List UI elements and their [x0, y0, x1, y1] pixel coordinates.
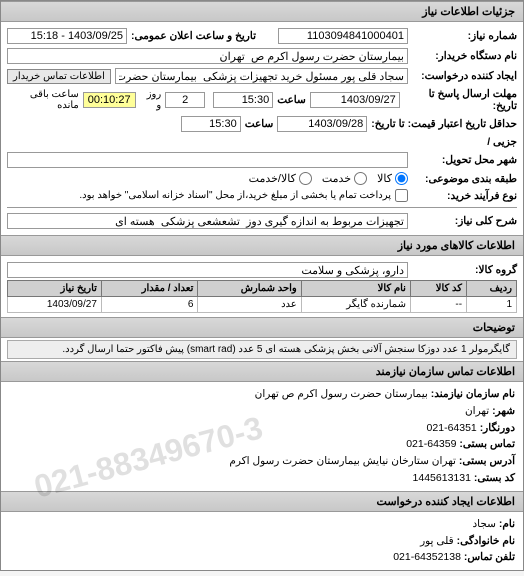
reply-deadline-date[interactable] [310, 92, 400, 108]
creator-section: نام: سجاد نام خانوادگی: قلی پور تلفن تما… [1, 512, 523, 570]
buy-process-check[interactable] [395, 189, 408, 202]
section-header-info: جزئیات اطلاعات نیاز [1, 1, 523, 22]
description-box: گایگرمولر 1 عدد دوزکا سنجش آلانی بخش پزش… [7, 340, 517, 359]
col-idx: ردیف [467, 281, 517, 297]
validity-time[interactable] [181, 116, 241, 132]
table-header-row: ردیف کد کالا نام کالا واحد شمارش تعداد /… [8, 281, 517, 297]
postal-value: 64359-021 [406, 438, 456, 450]
saat-label-2: ساعت [245, 118, 274, 130]
fax-label: دورنگار: [480, 422, 515, 434]
time-remaining: 00:10:27 [83, 92, 136, 108]
need-number-input[interactable] [278, 28, 408, 44]
postcode-value: 1445613131 [413, 472, 471, 484]
phone-value: 64352138-021 [393, 551, 461, 563]
radio-goods[interactable]: کالا [377, 172, 408, 185]
name-label: نام: [499, 518, 515, 530]
org-name-value: بیمارستان حضرت رسول اکرم ص تهران [255, 388, 428, 400]
lastname-label: نام خانوادگی: [457, 535, 515, 547]
creator-input[interactable] [115, 68, 408, 84]
radio-service[interactable]: خدمت [322, 172, 367, 185]
description-input[interactable] [7, 213, 408, 229]
remain-text: ساعت باقی مانده [7, 89, 79, 111]
cell-unit: عدد [198, 297, 301, 313]
creator-label: ایجاد کننده درخواست: [412, 70, 517, 82]
section-header-contact: اطلاعات تماس سازمان نیازمند [1, 361, 523, 382]
description-label: شرح کلی نیاز: [412, 215, 517, 227]
days-label: روز و [140, 89, 162, 111]
phone-label: تلفن تماس: [464, 551, 515, 563]
validity-date[interactable] [277, 116, 367, 132]
goods-group-label: گروه کالا: [412, 264, 517, 276]
delivery-city-input[interactable] [7, 152, 408, 168]
device-name-label: نام دستگاه خریدار: [412, 50, 517, 62]
contact-section: نام سازمان نیازمند: بیمارستان حضرت رسول … [1, 382, 523, 491]
col-date: تاریخ نیاز [8, 281, 102, 297]
buy-process-text: پرداخت تمام یا بخشی از مبلغ خرید،از محل … [79, 190, 391, 201]
city-value: تهران [465, 405, 489, 417]
col-unit: واحد شمارش [198, 281, 301, 297]
subject-class-label: طبقه بندی موضوعی: [412, 173, 517, 185]
radio-goods-service-input[interactable] [299, 172, 312, 185]
org-name-label: نام سازمان نیازمند: [431, 388, 515, 400]
need-number-label: شماره نیاز: [412, 30, 517, 42]
lastname-value: قلی پور [420, 535, 454, 547]
section-header-goods: اطلاعات کالاهای مورد نیاز [1, 235, 523, 256]
days-remaining [165, 92, 205, 108]
buy-process-label: نوع فرآیند خرید: [412, 190, 517, 202]
device-name-input[interactable] [7, 48, 408, 64]
postcode-label: کد بستی: [474, 472, 515, 484]
cell-qty: 6 [101, 297, 197, 313]
section-header-desc: توضیحات [1, 317, 523, 338]
postal-label: تماس بستی: [459, 438, 515, 450]
cell-name: شمارنده گایگر [301, 297, 410, 313]
buyer-contact-button[interactable]: اطلاعات تماس خریدار [7, 69, 111, 84]
goods-group-input[interactable] [7, 262, 408, 278]
radio-service-label: خدمت [322, 172, 351, 185]
validity-label: حداقل تاریخ اعتبار قیمت: تا تاریخ: [371, 118, 517, 130]
radio-goods-service-label: کالا/خدمت [249, 172, 296, 185]
table-row[interactable]: 1 -- شمارنده گایگر عدد 6 1403/09/27 [8, 297, 517, 313]
saat-label-1: ساعت [277, 94, 306, 106]
announce-datetime-input[interactable] [7, 28, 127, 44]
goods-table: ردیف کد کالا نام کالا واحد شمارش تعداد /… [7, 280, 517, 313]
col-qty: تعداد / مقدار [101, 281, 197, 297]
name-value: سجاد [473, 518, 496, 530]
delivery-city-label: شهر محل تحویل: [412, 154, 517, 166]
address-label: آدرس بستی: [459, 455, 515, 467]
radio-goods-label: کالا [377, 172, 392, 185]
radio-goods-service[interactable]: کالا/خدمت [249, 172, 312, 185]
reply-deadline-label: مهلت ارسال پاسخ تا تاریخ: [404, 88, 517, 112]
jari-label: جزیی / [412, 136, 517, 148]
fax-value: 64351-021 [427, 422, 477, 434]
cell-date: 1403/09/27 [8, 297, 102, 313]
radio-service-input[interactable] [354, 172, 367, 185]
reply-deadline-time[interactable] [213, 92, 273, 108]
cell-idx: 1 [467, 297, 517, 313]
cell-code: -- [410, 297, 466, 313]
radio-goods-input[interactable] [395, 172, 408, 185]
address-value: تهران ستارخان نیایش بیمارستان حضرت رسول … [229, 455, 456, 467]
announce-datetime-label: تاریخ و ساعت اعلان عمومی: [131, 30, 256, 42]
col-code: کد کالا [410, 281, 466, 297]
col-name: نام کالا [301, 281, 410, 297]
city-label: شهر: [492, 405, 515, 417]
section-header-creator: اطلاعات ایجاد کننده درخواست [1, 491, 523, 512]
